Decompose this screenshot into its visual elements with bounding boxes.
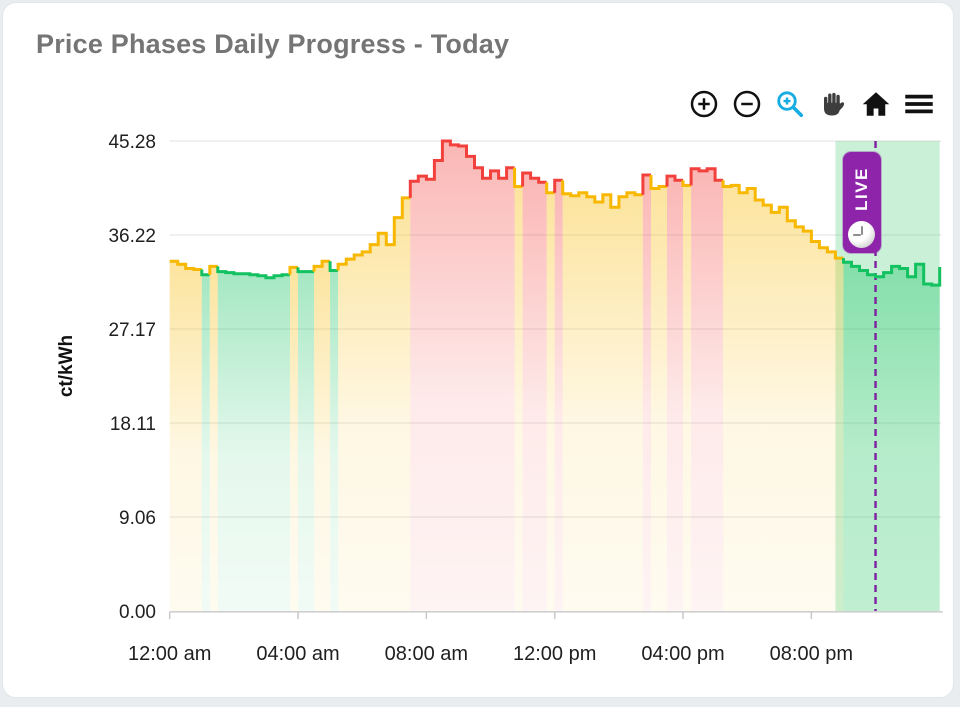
y-tick-label: 9.06 xyxy=(119,508,156,529)
phase-fill-segment xyxy=(546,192,555,611)
y-tick-label: 18.11 xyxy=(110,414,156,435)
price-step-line-segment xyxy=(513,167,523,188)
pan-hand-icon xyxy=(824,92,845,116)
zoom-in-icon xyxy=(690,90,718,118)
box-zoom-magnifier-icon xyxy=(777,91,804,118)
price-step-line-segment xyxy=(169,259,202,271)
price-step-line-segment xyxy=(521,171,547,187)
y-tick-label: 45.28 xyxy=(108,132,156,153)
modebar xyxy=(688,87,935,121)
live-badge[interactable]: LIVE xyxy=(843,152,881,253)
box-zoom-button[interactable] xyxy=(774,87,806,121)
chart-card: Price Phases Daily Progress - Today xyxy=(2,2,954,698)
phase-fill-segment xyxy=(201,274,210,611)
phase-fill-segment xyxy=(651,186,667,611)
price-step-line-segment xyxy=(200,269,210,277)
phase-fill-segment xyxy=(691,168,724,612)
x-tick-label: 08:00 am xyxy=(385,643,468,665)
page-title: Price Phases Daily Progress - Today xyxy=(36,29,510,59)
price-step-line-segment xyxy=(328,261,339,272)
phase-fill-segment xyxy=(330,270,339,611)
phase-fill-segment xyxy=(562,192,643,611)
x-tick-label: 12:00 pm xyxy=(513,643,596,665)
phase-fill-segment xyxy=(209,266,218,611)
y-tick-label: 0.00 xyxy=(119,602,156,623)
phase-fill-segment xyxy=(169,261,202,611)
x-tick-label: 04:00 am xyxy=(256,643,339,665)
price-step-line-segment xyxy=(681,180,692,187)
phase-fill-segment xyxy=(522,173,547,611)
y-tick-label: 36.22 xyxy=(108,226,156,247)
zoom-out-icon xyxy=(733,90,761,118)
price-step-line-segment xyxy=(842,258,942,287)
price-phases-chart: 12:00 am 04:00 am 08:00 am 12:00 pm 04:00 pm… xyxy=(108,132,943,665)
price-step-line-segment xyxy=(689,167,724,186)
home-button[interactable] xyxy=(860,87,892,121)
price-step-line-segment xyxy=(312,259,331,272)
phase-fill-segment xyxy=(683,185,692,611)
clock-minute-hand xyxy=(860,226,863,235)
phase-fill-segment xyxy=(217,271,290,611)
menu-icon xyxy=(905,94,933,114)
menu-button[interactable] xyxy=(903,87,935,121)
phase-fill-segment xyxy=(410,141,515,611)
phase-fill-segment xyxy=(843,262,940,611)
price-step-line-segment xyxy=(408,139,515,198)
phase-fill-segment xyxy=(514,186,523,611)
home-icon xyxy=(862,92,890,116)
price-step-line-segment xyxy=(553,178,563,193)
price-step-line-segment xyxy=(665,174,683,187)
price-step-line-segment xyxy=(649,175,667,190)
y-tick-label: 27.17 xyxy=(108,320,156,341)
price-step-line-segment xyxy=(336,196,411,271)
x-tick-label: 08:00 pm xyxy=(770,643,853,665)
price-step-line-segment xyxy=(208,264,218,275)
live-badge-label: LIVE xyxy=(852,167,871,211)
plot-drag-area[interactable] xyxy=(170,141,940,611)
x-tick-label: 04:00 pm xyxy=(641,643,724,665)
phase-fill-segment xyxy=(642,175,651,611)
price-step-line-segment xyxy=(561,180,643,209)
clock-icon xyxy=(848,221,875,248)
phase-fill-segment xyxy=(667,176,683,611)
price-step-line-segment xyxy=(641,173,651,195)
zoom-in-button[interactable] xyxy=(688,87,720,121)
phase-fill-segment xyxy=(290,267,298,611)
price-step-line-segment xyxy=(296,267,315,274)
price-step-line-segment xyxy=(721,180,844,260)
price-step-line-segment xyxy=(545,182,555,195)
phase-fill-segment xyxy=(298,271,315,611)
clock-hour-hand xyxy=(853,233,861,236)
phase-fill-segment xyxy=(723,185,844,611)
pan-button[interactable] xyxy=(817,87,849,121)
phase-fill-segment xyxy=(554,180,563,611)
phase-fill-segment xyxy=(314,261,331,611)
price-step-line-segment xyxy=(216,266,290,280)
zoom-out-button[interactable] xyxy=(731,87,763,121)
x-tick-label: 12:00 am xyxy=(128,643,211,665)
phase-fill-segment xyxy=(338,197,411,611)
price-step-line-segment xyxy=(288,265,298,275)
